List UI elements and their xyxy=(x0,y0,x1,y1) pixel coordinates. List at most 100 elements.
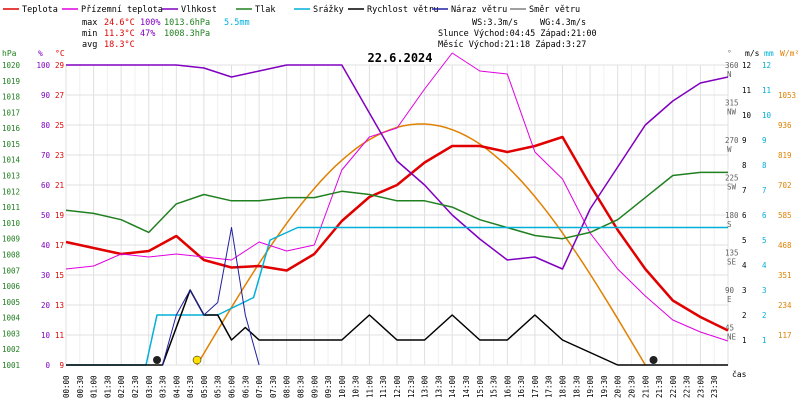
wm-tick: 468 xyxy=(778,241,792,250)
time-tick: 16:00 xyxy=(503,375,512,398)
series-line-přízemní-teplota xyxy=(65,52,729,342)
legend-label-naraz: Náraz větru xyxy=(451,5,507,15)
sunrise-icon xyxy=(192,355,202,365)
time-tick: 11:00 xyxy=(365,375,374,398)
legend-label-srazky: Srážky xyxy=(313,5,344,15)
time-tick: 08:00 xyxy=(283,375,292,398)
ms-tick: 5 xyxy=(742,236,747,245)
moonrise-icon xyxy=(649,356,658,364)
c-tick: 25 xyxy=(55,121,64,130)
pct-tick: 60 xyxy=(41,181,51,190)
pct-tick: 100 xyxy=(36,61,50,70)
pct-tick: 50 xyxy=(41,211,51,220)
time-tick: 12:00 xyxy=(393,375,402,398)
axis-unit-0: hPa xyxy=(2,49,17,58)
moon-times: Měsíc Východ:21:18 Západ:3:27 xyxy=(438,40,586,50)
time-tick: 14:30 xyxy=(462,375,471,398)
time-tick: 07:00 xyxy=(255,375,264,398)
ms-tick: 1 xyxy=(742,336,747,345)
dir-tick-label: S xyxy=(727,220,732,229)
time-tick: 23:30 xyxy=(710,375,719,398)
time-tick: 13:30 xyxy=(434,375,443,398)
time-tick: 21:30 xyxy=(655,375,664,398)
time-tick: 19:30 xyxy=(600,375,609,398)
time-tick: 01:00 xyxy=(90,375,99,398)
c-tick: 23 xyxy=(55,151,64,160)
time-tick: 02:30 xyxy=(131,375,140,398)
time-tick: 13:00 xyxy=(421,375,430,398)
time-tick: 04:30 xyxy=(186,375,195,398)
hpa-tick: 1018 xyxy=(2,93,21,102)
time-tick: 12:30 xyxy=(407,375,416,398)
legend-label-teplota: Teplota xyxy=(22,5,58,15)
time-tick: 22:00 xyxy=(669,375,678,398)
mm-tick: 5 xyxy=(762,236,767,245)
stats-block: max 24.6°C 100% 1013.6hPa 5.5mm min 11.3… xyxy=(82,18,597,50)
time-tick: 05:00 xyxy=(200,375,209,398)
hpa-tick: 1011 xyxy=(2,203,20,212)
time-tick: 01:30 xyxy=(103,375,112,398)
hpa-tick: 1020 xyxy=(2,61,21,70)
time-tick: 23:00 xyxy=(696,375,705,398)
time-tick: 15:30 xyxy=(490,375,499,398)
ms-tick: 11 xyxy=(742,86,751,95)
time-tick: 06:30 xyxy=(241,375,250,398)
dir-tick-label: NW xyxy=(727,108,737,117)
dir-tick-label: W xyxy=(727,145,732,154)
series-line-vlhkost xyxy=(66,64,729,270)
dir-tick: 135 xyxy=(725,249,739,258)
legend-label-rychlost: Rychlost větru xyxy=(367,5,439,15)
max-press: 1013.6hPa xyxy=(164,18,210,28)
avg-label: avg xyxy=(82,40,97,50)
dir-tick: 45 xyxy=(725,324,734,333)
wm-tick: 1053 xyxy=(778,91,796,100)
mm-tick: 9 xyxy=(762,136,767,145)
hpa-tick: 1008 xyxy=(2,250,21,259)
pct-tick: 70 xyxy=(41,151,51,160)
c-tick: 29 xyxy=(55,61,64,70)
hpa-tick: 1012 xyxy=(2,187,20,196)
avg-temp: 18.3°C xyxy=(104,40,135,50)
hpa-tick: 1016 xyxy=(2,124,21,133)
wm-tick: 585 xyxy=(778,211,792,220)
time-tick: 00:30 xyxy=(76,375,85,398)
hpa-tick: 1001 xyxy=(2,361,20,370)
hpa-tick: 1003 xyxy=(2,329,20,338)
dir-tick-label: N xyxy=(727,70,732,79)
mm-tick: 1 xyxy=(762,336,767,345)
dir-tick-label: E xyxy=(727,295,732,304)
time-tick: 18:30 xyxy=(572,375,581,398)
time-tick: 00:00 xyxy=(62,375,71,398)
time-tick: 09:00 xyxy=(310,375,319,398)
wm-tick: 234 xyxy=(778,301,792,310)
time-tick: 10:00 xyxy=(338,375,347,398)
max-label: max xyxy=(82,18,97,28)
mm-tick: 7 xyxy=(762,186,767,195)
time-tick: 14:00 xyxy=(448,375,457,398)
mm-tick: 4 xyxy=(762,261,767,270)
wm-tick: 351 xyxy=(778,271,792,280)
hpa-tick: 1005 xyxy=(2,298,20,307)
time-tick: 19:00 xyxy=(586,375,595,398)
min-label: min xyxy=(82,29,97,39)
pct-tick: 20 xyxy=(41,301,51,310)
pct-tick: 40 xyxy=(41,241,51,250)
dir-tick: 315 xyxy=(725,99,739,108)
legend-label-vlhkost: Vlhkost xyxy=(181,5,217,15)
c-tick: 11 xyxy=(55,331,64,340)
dir-tick: 180 xyxy=(725,211,739,220)
time-tick: 17:00 xyxy=(531,375,540,398)
ms-tick: 12 xyxy=(742,61,751,70)
ms-tick: 4 xyxy=(742,261,747,270)
dir-tick: 360 xyxy=(725,61,739,70)
legend-label-smer: Směr větru xyxy=(529,5,580,15)
time-tick: 08:30 xyxy=(296,375,305,398)
axis-unit-6: W/m² xyxy=(780,49,799,58)
pct-tick: 80 xyxy=(41,121,51,130)
ms-tick: 3 xyxy=(742,286,747,295)
dir-tick: 225 xyxy=(725,174,739,183)
c-tick: 15 xyxy=(55,271,64,280)
time-tick: 18:00 xyxy=(559,375,568,398)
axis-unit-4: m/s xyxy=(745,49,760,58)
time-tick: 05:30 xyxy=(214,375,223,398)
